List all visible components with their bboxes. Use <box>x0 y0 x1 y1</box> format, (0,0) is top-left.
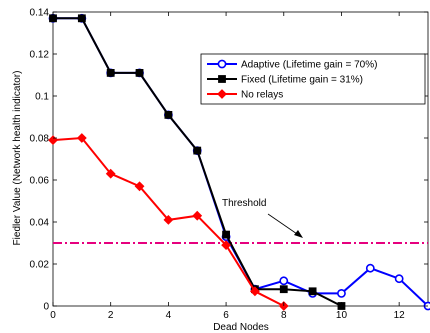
threshold-label: Threshold <box>222 198 266 209</box>
x-axis-label: Dead Nodes <box>213 322 269 333</box>
y-tick-label: 0.1 <box>35 92 49 103</box>
x-tick-label: 12 <box>394 310 406 321</box>
data-point <box>217 59 227 69</box>
y-tick-label: 0.14 <box>30 8 50 19</box>
data-point <box>106 69 115 77</box>
threshold-arrow-head <box>294 230 303 238</box>
data-point <box>222 230 230 239</box>
legend-entry: Adaptive (Lifetime gain = 70%) <box>207 60 377 71</box>
data-point <box>163 214 174 225</box>
legend-label: Adaptive (Lifetime gain = 70%) <box>241 60 377 71</box>
data-point <box>192 210 203 221</box>
y-tick-label: 0 <box>43 302 49 313</box>
x-tick-label: 8 <box>281 310 287 321</box>
data-point <box>337 288 346 298</box>
data-point <box>134 181 145 192</box>
data-point <box>279 285 288 294</box>
data-point <box>394 274 404 284</box>
data-point <box>217 89 227 99</box>
x-tick-label: 0 <box>50 310 56 321</box>
legend-label: Fixed (Lifetime gain = 31%) <box>241 75 363 86</box>
data-point <box>164 111 173 119</box>
data-point <box>365 263 375 273</box>
y-tick-label: 0.06 <box>30 176 50 187</box>
legend-entry: No relays <box>207 89 283 101</box>
data-point <box>308 287 317 296</box>
x-tick-label: 6 <box>223 310 229 321</box>
y-tick-label: 0.12 <box>30 50 50 61</box>
x-tick-label: 4 <box>166 310 172 321</box>
x-tick-label: 2 <box>108 310 114 321</box>
y-tick-label: 0.04 <box>30 218 50 229</box>
data-point <box>250 286 260 297</box>
data-point <box>105 168 116 179</box>
y-tick-label: 0.02 <box>30 260 50 271</box>
threshold-arrow <box>267 213 303 238</box>
y-axis-label: Fiedler Value (Network health indicator) <box>12 71 23 246</box>
data-point <box>77 14 86 23</box>
y-tick-label: 0.08 <box>30 134 50 145</box>
data-point <box>221 240 231 251</box>
threshold-arrow-shaft <box>267 213 301 237</box>
data-point <box>76 133 87 143</box>
legend-label: No relays <box>241 90 283 101</box>
data-point <box>218 75 226 83</box>
ticks-layer: 0 2 4 6 8 10 12 0 0.02 0.04 0.06 0.08 0.1 0.12 0.14 <box>30 8 428 321</box>
data-point <box>193 146 202 155</box>
legend-box <box>200 53 426 105</box>
series-layer <box>48 13 430 311</box>
x-tick-label: 10 <box>336 310 348 321</box>
data-point <box>279 276 289 286</box>
legend-entry: Fixed (Lifetime gain = 31%) <box>207 75 363 86</box>
legend: Adaptive (Lifetime gain = 70%) Fixed (Lif… <box>200 53 426 105</box>
data-point <box>135 69 144 77</box>
